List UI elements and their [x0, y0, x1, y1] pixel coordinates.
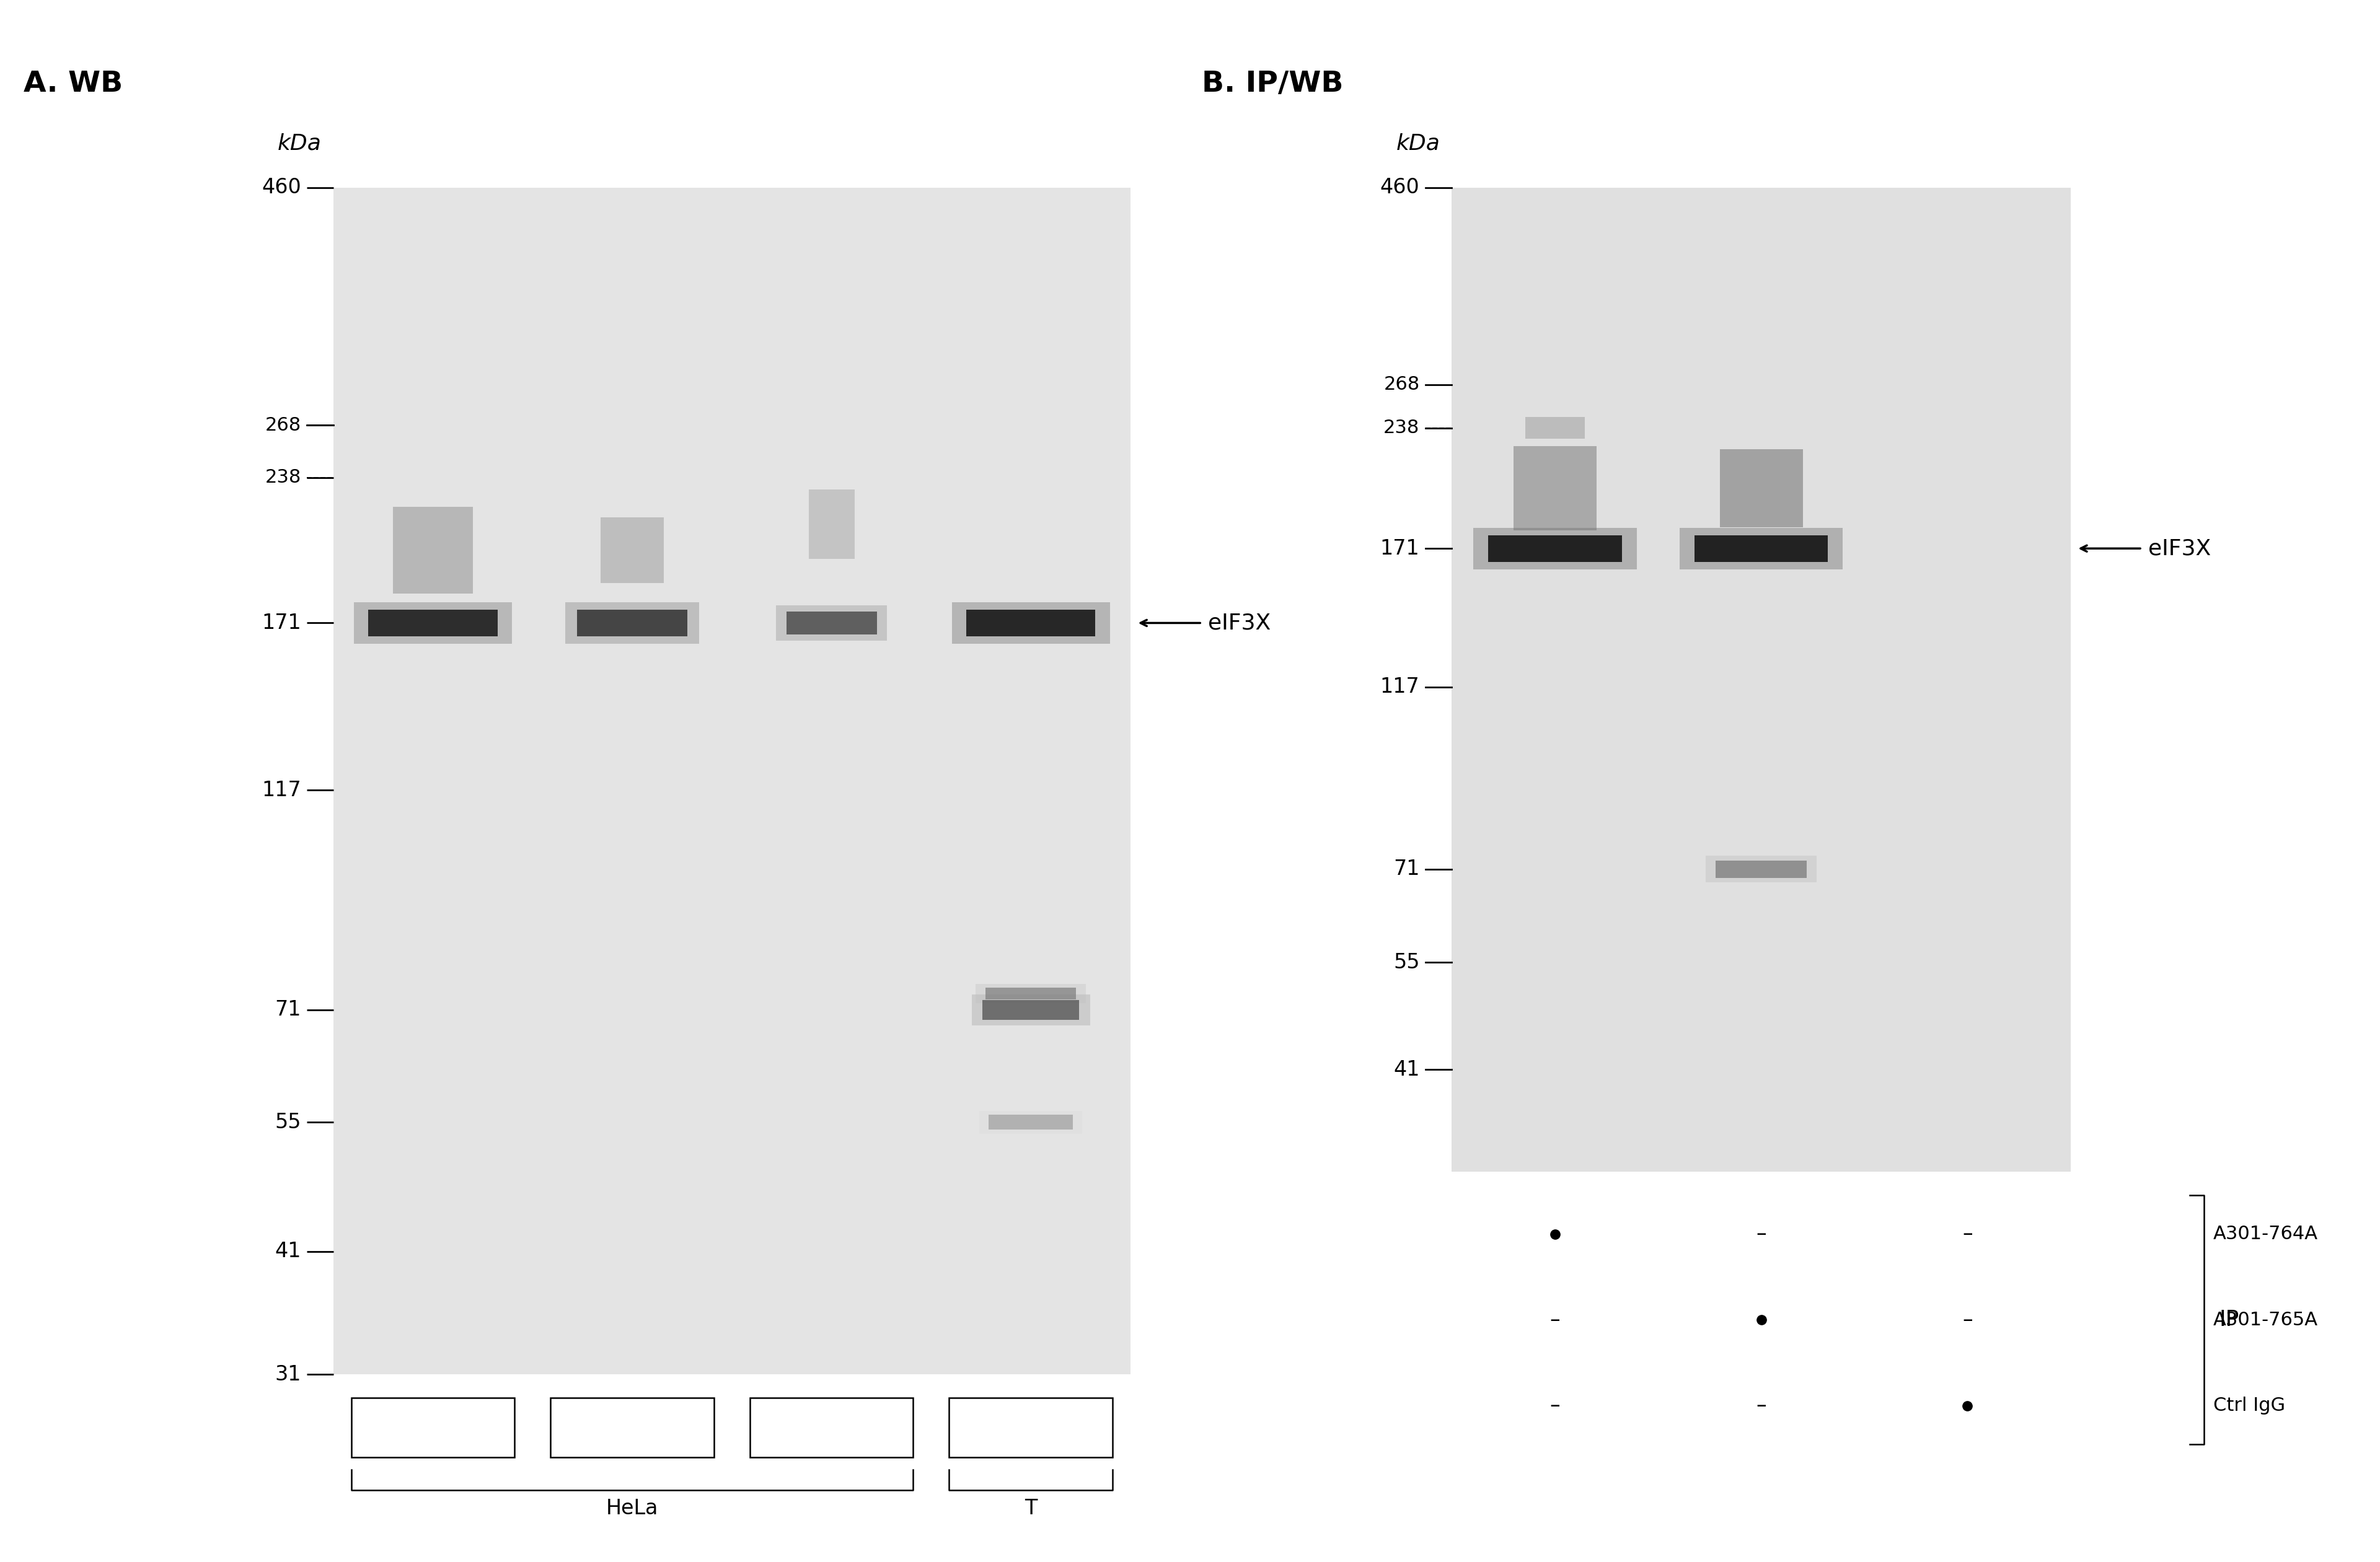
Bar [352, 1398, 514, 1457]
Text: HeLa: HeLa [607, 1498, 659, 1518]
Bar [981, 1111, 1083, 1134]
Text: 71: 71 [1392, 859, 1418, 879]
Bar [1695, 536, 1828, 562]
Text: 238: 238 [1383, 419, 1418, 437]
Bar [1706, 856, 1816, 883]
Bar [550, 1398, 714, 1457]
Text: Ctrl IgG: Ctrl IgG [2213, 1396, 2285, 1415]
Bar [785, 612, 876, 634]
Bar [983, 1000, 1078, 1020]
Text: 460: 460 [1380, 177, 1418, 198]
Text: IP: IP [2218, 1309, 2240, 1331]
Bar [600, 517, 664, 583]
Bar [776, 606, 888, 640]
Bar [950, 1398, 1111, 1457]
Bar [976, 984, 1085, 1003]
Text: A. WB: A. WB [24, 70, 124, 98]
Text: 31: 31 [274, 1364, 300, 1385]
Bar [988, 1115, 1073, 1129]
Bar [1716, 861, 1806, 878]
Text: 55: 55 [274, 1112, 300, 1132]
Text: 460: 460 [262, 177, 300, 198]
Bar [393, 506, 474, 594]
Text: 15: 15 [619, 1417, 645, 1439]
Text: eIF3X: eIF3X [1207, 612, 1271, 634]
Text: eIF3X: eIF3X [2147, 537, 2211, 559]
Text: –: – [1963, 1309, 1973, 1331]
Text: 117: 117 [1380, 676, 1418, 697]
Text: 238: 238 [264, 469, 300, 486]
Bar [1526, 417, 1585, 439]
Bar [578, 609, 688, 636]
Bar [369, 609, 497, 636]
Bar [333, 187, 1130, 1375]
Text: –: – [1549, 1395, 1559, 1417]
Text: –: – [1756, 1395, 1766, 1417]
Text: 171: 171 [1380, 539, 1418, 559]
Bar [809, 489, 854, 559]
Text: 5: 5 [826, 1417, 838, 1439]
Bar [1721, 448, 1802, 528]
Text: –: – [1549, 1309, 1559, 1331]
Text: 41: 41 [1392, 1059, 1418, 1079]
Bar [1514, 445, 1597, 531]
Bar [952, 603, 1109, 644]
Text: –: – [1756, 1223, 1766, 1245]
Bar [750, 1398, 914, 1457]
Text: 50: 50 [1019, 1417, 1045, 1439]
Bar [564, 603, 700, 644]
Bar [971, 995, 1090, 1025]
Text: 268: 268 [1383, 375, 1418, 394]
Bar [355, 603, 512, 644]
Bar [985, 987, 1076, 1000]
Bar [1452, 187, 2071, 1172]
Bar [966, 609, 1095, 636]
Bar [1680, 528, 1842, 569]
Text: 41: 41 [274, 1242, 300, 1262]
Text: A301-765A: A301-765A [2213, 1311, 2318, 1329]
Text: 71: 71 [274, 1000, 300, 1020]
Text: A301-764A: A301-764A [2213, 1225, 2318, 1243]
Text: –: – [1963, 1223, 1973, 1245]
Text: 171: 171 [262, 612, 300, 633]
Bar [1488, 536, 1621, 562]
Text: B. IP/WB: B. IP/WB [1202, 70, 1345, 98]
Text: 117: 117 [262, 779, 300, 800]
Text: 268: 268 [264, 415, 300, 434]
Bar [1473, 528, 1637, 569]
Text: kDa: kDa [1397, 133, 1440, 153]
Text: kDa: kDa [278, 133, 321, 153]
Text: 50: 50 [419, 1417, 445, 1439]
Text: 55: 55 [1392, 953, 1418, 973]
Text: T: T [1023, 1498, 1038, 1518]
